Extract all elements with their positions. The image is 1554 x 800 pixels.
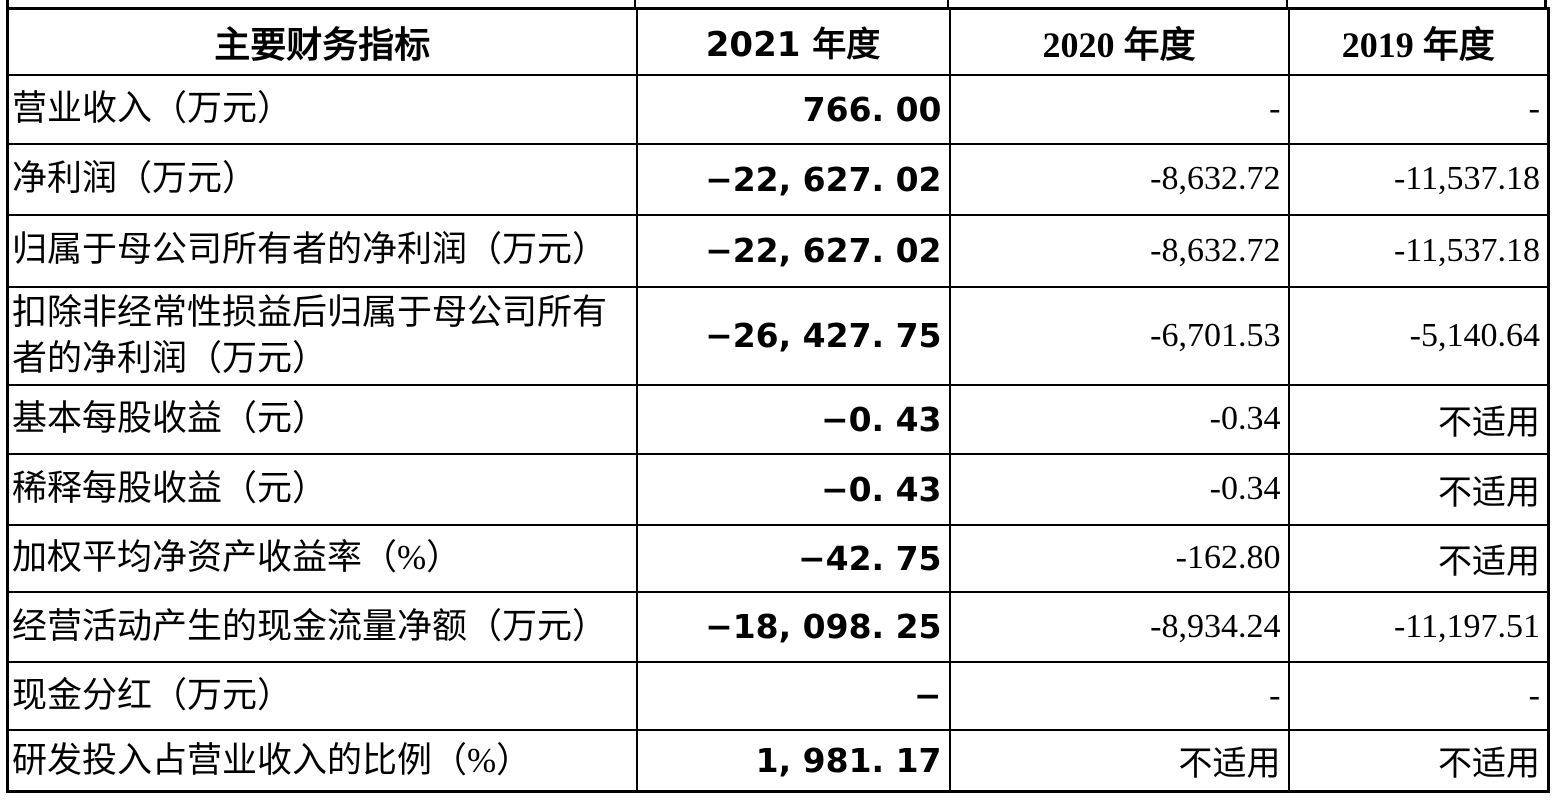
indicator-cell: 研发投入占营业收入的比例（%） xyxy=(6,728,638,793)
indicator-cell: 净利润（万元） xyxy=(6,142,638,216)
indicator-cell: 经营活动产生的现金流量净额（万元） xyxy=(6,590,638,663)
value-cell-2019: 不适用 xyxy=(1287,523,1550,593)
value-cell-2020: -8,632.72 xyxy=(948,142,1290,216)
value-cell-2020: -8,934.24 xyxy=(948,590,1290,663)
value-cell-2021: −26, 427. 75 xyxy=(635,285,951,386)
value-cell-2021: −22, 627. 02 xyxy=(635,142,951,216)
fragment-border-line xyxy=(6,0,9,7)
value-cell-2019: -5,140.64 xyxy=(1287,285,1550,386)
table-row: 研发投入占营业收入的比例（%） 1, 981. 17 不适用 不适用 xyxy=(6,728,1550,793)
value-cell-2020: -162.80 xyxy=(948,523,1290,593)
table-row: 营业收入（万元） 766. 00- - xyxy=(6,73,1550,145)
table-row: 净利润（万元） −22, 627. 02 -8,632.72 -11,537.18 xyxy=(6,142,1550,216)
indicator-cell: 现金分红（万元） xyxy=(6,660,638,731)
table-header: 主要财务指标 2021 年度 2020 年度 2019 年度 xyxy=(6,7,1550,76)
value-cell-2019: 不适用 xyxy=(1287,452,1550,526)
fragment-border-line xyxy=(1286,0,1288,7)
value-cell-2021: −0. 43 xyxy=(635,383,951,455)
value-cell-2020: -8,632.72 xyxy=(948,213,1290,288)
table-row: 稀释每股收益（元） −0. 43 -0.34 不适用 xyxy=(6,452,1550,526)
header-indicator: 主要财务指标 xyxy=(6,7,638,76)
value-cell-2020: -0.34 xyxy=(948,452,1290,526)
value-cell-2019: 不适用 xyxy=(1287,383,1550,455)
value-cell-2019: 不适用 xyxy=(1287,728,1550,793)
value-cell-2021: 766. 00 xyxy=(635,73,951,145)
value-cell-2019: -11,537.18 xyxy=(1287,142,1550,216)
value-cell-2020: -0.34 xyxy=(948,383,1290,455)
value-cell-2021: −42. 75 xyxy=(635,523,951,593)
value-cell-2021: −18, 098. 25 xyxy=(635,590,951,663)
value-cell-2020: -6,701.53 xyxy=(948,285,1290,386)
value-cell-2021: 1, 981. 17 xyxy=(635,728,951,793)
value-cell-2021: − xyxy=(635,660,951,731)
table-row: 基本每股收益（元） −0. 43 -0.34 不适用 xyxy=(6,383,1550,455)
value-cell-2019: -11,537.18 xyxy=(1287,213,1550,288)
indicator-cell: 扣除非经常性损益后归属于母公司所有 者的净利润（万元） xyxy=(6,285,638,386)
value-cell-2020: - xyxy=(948,73,1290,145)
table-body: 营业收入（万元） 766. 00- - 净利润（万元） −22, 627. 02 -8,6… xyxy=(6,73,1550,793)
table-row: 经营活动产生的现金流量净额（万元） −18, 098. 25 -8,934.24 -1… xyxy=(6,590,1550,663)
fragment-border-line xyxy=(634,0,636,7)
value-cell-2019: - xyxy=(1287,73,1550,145)
indicator-cell: 营业收入（万元） xyxy=(6,73,638,145)
header-year-2021: 2021 年度 xyxy=(635,7,951,76)
indicator-cell: 加权平均净资产收益率（%） xyxy=(6,523,638,593)
value-cell-2020: 不适用 xyxy=(948,728,1290,793)
table-row: 扣除非经常性损益后归属于母公司所有 者的净利润（万元） −26, 427. 75-… xyxy=(6,285,1550,386)
indicator-cell: 基本每股收益（元） xyxy=(6,383,638,455)
value-cell-2021: −0. 43 xyxy=(635,452,951,526)
header-year-2020: 2020 年度 xyxy=(948,7,1290,76)
table-header-row: 主要财务指标 2021 年度 2020 年度 2019 年度 xyxy=(6,7,1550,76)
indicator-cell: 稀释每股收益（元） xyxy=(6,452,638,526)
value-cell-2019: - xyxy=(1287,660,1550,731)
fragment-border-line xyxy=(1544,0,1547,7)
header-year-2019: 2019 年度 xyxy=(1287,7,1550,76)
indicator-cell: 归属于母公司所有者的净利润（万元） xyxy=(6,213,638,288)
table-row: 现金分红（万元） − - - xyxy=(6,660,1550,731)
value-cell-2021: −22, 627. 02 xyxy=(635,213,951,288)
value-cell-2020: - xyxy=(948,660,1290,731)
table-row: 归属于母公司所有者的净利润（万元） −22, 627. 02 -8,632.72 -1… xyxy=(6,213,1550,288)
value-cell-2019: -11,197.51 xyxy=(1287,590,1550,663)
fragment-border-line xyxy=(947,0,949,7)
financial-indicators-table: 主要财务指标 2021 年度 2020 年度 2019 年度 营业收入（万元） 7… xyxy=(6,7,1550,794)
table-row: 加权平均净资产收益率（%） −42. 75 -162.80 不适用 xyxy=(6,523,1550,593)
